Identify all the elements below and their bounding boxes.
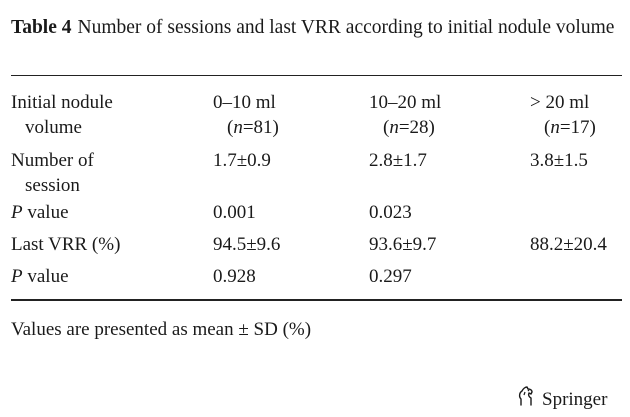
table-footnote: Values are presented as mean ± SD (%) — [11, 319, 312, 340]
table-cell: 88.2±20.4 — [530, 234, 607, 255]
row-label-p-value: P value — [11, 264, 69, 289]
row-label-sessions: Number of session — [11, 148, 94, 198]
header-range: > 20 ml — [530, 92, 590, 113]
springer-wordmark: Springer — [542, 389, 608, 410]
header-col0-line1: Initial nodule — [11, 92, 113, 113]
header-range: 10–20 ml — [369, 92, 442, 113]
table-cell: 3.8±1.5 — [530, 150, 588, 171]
row-label-line2: session — [25, 175, 80, 196]
table-label: Table 4 — [11, 17, 72, 38]
bottom-rule — [11, 299, 622, 301]
header-group-0: 0–10 ml (n=81) — [213, 90, 279, 140]
table-cell: 0.297 — [369, 266, 412, 287]
springer-logo: Springer — [516, 385, 607, 414]
header-n-prefix: ( — [383, 117, 390, 138]
springer-horse-icon — [516, 385, 536, 414]
table-cell: 1.7±0.9 — [213, 150, 271, 171]
header-n-var: n — [389, 117, 399, 138]
header-col0: Initial nodule volume — [11, 90, 113, 140]
header-n-value: =17) — [559, 117, 596, 138]
table-cell: 0.023 — [369, 202, 412, 223]
row-label-p-value: P value — [11, 200, 69, 225]
row-label-line1: Number of — [11, 150, 94, 171]
header-n-var: n — [550, 117, 560, 138]
table-cell: 93.6±9.7 — [369, 234, 437, 255]
p-symbol: P — [11, 266, 23, 287]
header-n-value: =81) — [242, 117, 279, 138]
row-label-last-vrr: Last VRR (%) — [11, 234, 121, 255]
p-symbol: P — [11, 202, 23, 223]
table-title: Number of sessions and last VRR accordin… — [77, 17, 615, 38]
header-col0-line2: volume — [25, 117, 82, 138]
header-range: 0–10 ml — [213, 92, 276, 113]
table-cell: 0.928 — [213, 266, 256, 287]
header-group-2: > 20 ml (n=17) — [530, 90, 596, 140]
table-caption: Table 4 Number of sessions and last VRR a… — [11, 15, 623, 40]
p-label-rest: value — [22, 202, 69, 223]
table-cell: 0.001 — [213, 202, 256, 223]
table-cell: 2.8±1.7 — [369, 150, 427, 171]
header-n-prefix: ( — [544, 117, 551, 138]
header-group-1: 10–20 ml (n=28) — [369, 90, 441, 140]
header-n-var: n — [233, 117, 243, 138]
p-label-rest: value — [22, 266, 69, 287]
table-cell: 94.5±9.6 — [213, 234, 281, 255]
header-n-value: =28) — [398, 117, 435, 138]
header-n-prefix: ( — [227, 117, 234, 138]
top-rule — [11, 75, 622, 76]
